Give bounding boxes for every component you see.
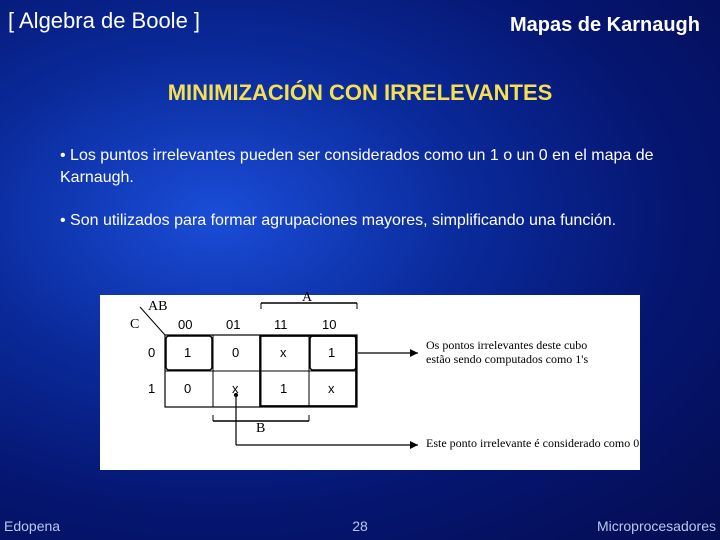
body-text: Los puntos irrelevantes pueden ser consi… (60, 145, 665, 254)
bullet-1: Los puntos irrelevantes pueden ser consi… (60, 145, 665, 188)
kmap-cell-0-3: 1 (328, 345, 335, 360)
footer-right: Microprocesadores (597, 518, 716, 534)
kmap-cell-1-3: x (328, 381, 335, 396)
slide-title: MINIMIZACIÓN CON IRRELEVANTES (0, 80, 720, 106)
kmap-cell-0-0: 1 (184, 345, 191, 360)
header-right: Mapas de Karnaugh (510, 14, 700, 37)
kmap-colhdr-2: 11 (274, 317, 288, 332)
bullet-2: Son utilizados para formar agrupaciones … (60, 210, 665, 232)
kmap-cell-0-1: 0 (232, 345, 239, 360)
kmap-annotation-1: Os pontos irrelevantes deste cubo estão … (426, 339, 636, 367)
kmap-annotation-2: Este ponto irrelevante é considerado com… (426, 437, 646, 451)
header-left: [ Algebra de Boole ] (8, 8, 200, 34)
kmap-var-ab: AB (148, 299, 167, 315)
kmap-cell-1-0: 0 (184, 381, 191, 396)
kmap-var-c: C (130, 317, 139, 333)
kmap-rowhdr-1: 1 (148, 381, 155, 396)
kmap-annotation-2-line1: Este ponto irrelevante é considerado com… (426, 436, 639, 450)
kmap-cell-1-2: 1 (280, 381, 287, 396)
kmap-annotation-1-line2: estão sendo computados como 1's (426, 352, 588, 366)
karnaugh-map-figure: AB C A B 00 01 11 10 0 1 1 0 x 1 0 x 1 x… (100, 295, 640, 470)
kmap-cell-1-1: x (232, 381, 239, 396)
kmap-annotation-1-line1: Os pontos irrelevantes deste cubo (426, 338, 587, 352)
kmap-rowhdr-0: 0 (148, 345, 155, 360)
kmap-colhdr-3: 10 (322, 317, 336, 332)
kmap-colhdr-0: 00 (178, 317, 192, 332)
kmap-var-b: B (256, 421, 265, 437)
kmap-var-a: A (302, 290, 312, 306)
kmap-colhdr-1: 01 (226, 317, 240, 332)
kmap-cell-0-2: x (280, 345, 287, 360)
